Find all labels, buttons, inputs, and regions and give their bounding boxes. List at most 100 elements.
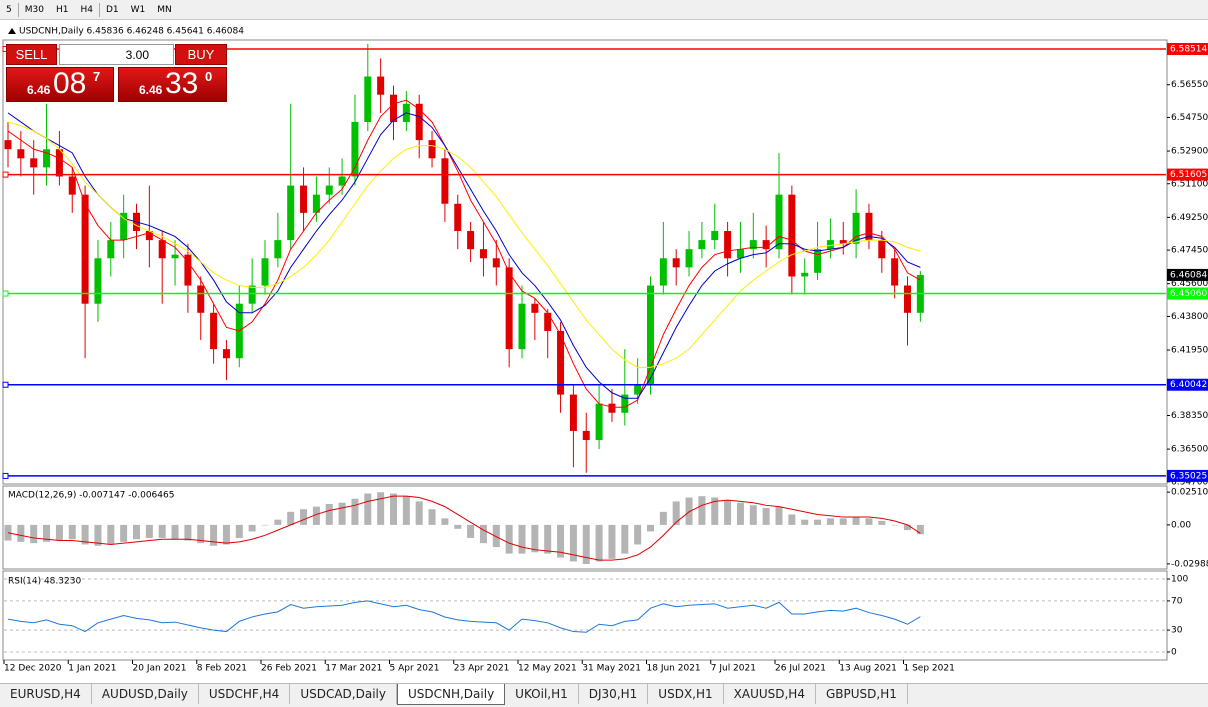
candle-body <box>120 212 128 241</box>
y-tick-label: 100 <box>1171 575 1188 585</box>
macd-bar <box>351 498 359 525</box>
macd-bar <box>68 524 76 540</box>
macd-bar <box>531 524 539 553</box>
macd-bar <box>505 524 513 554</box>
macd-bar <box>454 524 462 529</box>
x-tick-label: 13 Aug 2021 <box>839 664 897 674</box>
candle-body <box>338 176 346 186</box>
sell-price[interactable]: 6.46 08 7 <box>6 67 114 102</box>
macd-bar <box>441 518 449 525</box>
separator <box>17 2 19 17</box>
macd-bar <box>158 524 166 538</box>
candle-body <box>4 140 12 150</box>
y-tick-label: 0.00 <box>1171 520 1191 530</box>
chart-tab[interactable]: AUDUSD,Daily <box>92 684 199 704</box>
macd-bar <box>492 524 500 548</box>
macd-bar <box>814 519 822 525</box>
candle-body <box>364 76 372 122</box>
level-label-bg <box>1167 43 1208 56</box>
timeframe-button[interactable]: D1 <box>105 4 119 15</box>
chart-tab[interactable]: DJ30,H1 <box>579 684 649 704</box>
candle-body <box>698 240 706 250</box>
chart-tab[interactable]: USDX,H1 <box>648 684 724 704</box>
candle-body <box>582 430 590 441</box>
macd-bar <box>569 524 577 562</box>
timeframe-button[interactable]: M30 <box>24 4 44 15</box>
macd-bar <box>749 505 757 525</box>
level-handle <box>2 171 9 178</box>
y-tick-label: 6.52900 <box>1171 147 1208 157</box>
rsi-panel <box>2 570 1168 661</box>
timeframe-button[interactable]: H1 <box>55 4 69 15</box>
level-label: 6.40042 <box>1170 380 1207 390</box>
buy-button[interactable]: BUY <box>175 44 227 65</box>
candle-body <box>248 285 256 304</box>
macd-signal <box>7 495 921 561</box>
macd-bar <box>711 497 719 525</box>
macd-bar <box>325 504 333 525</box>
macd-bar <box>261 524 269 526</box>
candle-body <box>479 249 487 259</box>
macd-bar <box>184 524 192 541</box>
separator <box>98 2 100 17</box>
timeframe-button[interactable]: H4 <box>80 4 93 15</box>
macd-bar <box>582 524 590 565</box>
candle-body <box>17 149 25 159</box>
x-tick-label: 12 May 2021 <box>518 664 577 674</box>
candle-body <box>634 385 642 395</box>
chart-tab[interactable]: GBPUSD,H1 <box>816 684 908 704</box>
candle-body <box>544 312 552 331</box>
macd-bar <box>133 524 140 540</box>
macd-bar <box>634 524 642 545</box>
macd-bar <box>544 524 552 554</box>
candle-body <box>171 254 179 259</box>
candle-body <box>749 240 757 250</box>
lot-field[interactable]: 3.00 <box>59 44 174 65</box>
candle-body <box>762 240 770 250</box>
macd-bar <box>30 524 38 544</box>
macd-bar <box>595 524 603 562</box>
candle-body <box>390 94 397 122</box>
candle-body <box>891 258 899 286</box>
chart-tab[interactable]: EURUSD,H4 <box>0 684 92 704</box>
macd-bar <box>402 496 410 525</box>
candle-body <box>672 258 680 268</box>
candle-body <box>557 330 565 395</box>
chart: USDCNH,Daily 6.45836 6.46248 6.45641 6.4… <box>2 27 1208 674</box>
buy-price[interactable]: 6.46 33 0 <box>118 67 227 102</box>
candle-body <box>261 258 269 286</box>
macd-bar <box>171 524 179 540</box>
macd-bar <box>467 524 475 538</box>
chart-tab[interactable]: USDCAD,Daily <box>290 684 397 704</box>
rsi-line <box>7 600 921 633</box>
candle-body <box>724 231 732 259</box>
y-tick-label: 6.41950 <box>1171 346 1208 356</box>
macd-bar <box>120 524 128 542</box>
moving-average <box>7 112 921 399</box>
candle-body <box>184 254 192 286</box>
chart-tab[interactable]: USDCNH,Daily <box>396 684 506 705</box>
timeframe-button[interactable]: W1 <box>130 4 146 15</box>
candle-body <box>145 231 153 241</box>
timeframe-button[interactable]: 5 <box>6 4 12 15</box>
candle-body <box>621 394 629 413</box>
level-label-bg <box>1167 469 1208 482</box>
sell-button[interactable]: SELL <box>6 44 57 65</box>
chart-tab[interactable]: XAUUSD,H4 <box>724 684 816 704</box>
x-tick-label: 26 Feb 2021 <box>261 664 317 674</box>
candle-body <box>865 212 873 241</box>
y-tick-label: 6.51100 <box>1171 179 1208 189</box>
macd-bar <box>672 501 680 525</box>
y-tick-label: 6.45600 <box>1171 279 1208 289</box>
macd-bar <box>659 511 667 525</box>
macd-bar <box>878 520 886 525</box>
candle-body <box>685 249 693 268</box>
timeframe-button[interactable]: MN <box>157 4 172 15</box>
collapse-icon[interactable] <box>8 28 16 34</box>
macd-bar <box>479 524 487 544</box>
candle-body <box>814 249 822 273</box>
candle-body <box>595 403 603 441</box>
chart-tab[interactable]: UKOil,H1 <box>505 684 579 704</box>
macd-bar <box>621 524 629 554</box>
chart-tab[interactable]: USDCHF,H4 <box>199 684 291 704</box>
